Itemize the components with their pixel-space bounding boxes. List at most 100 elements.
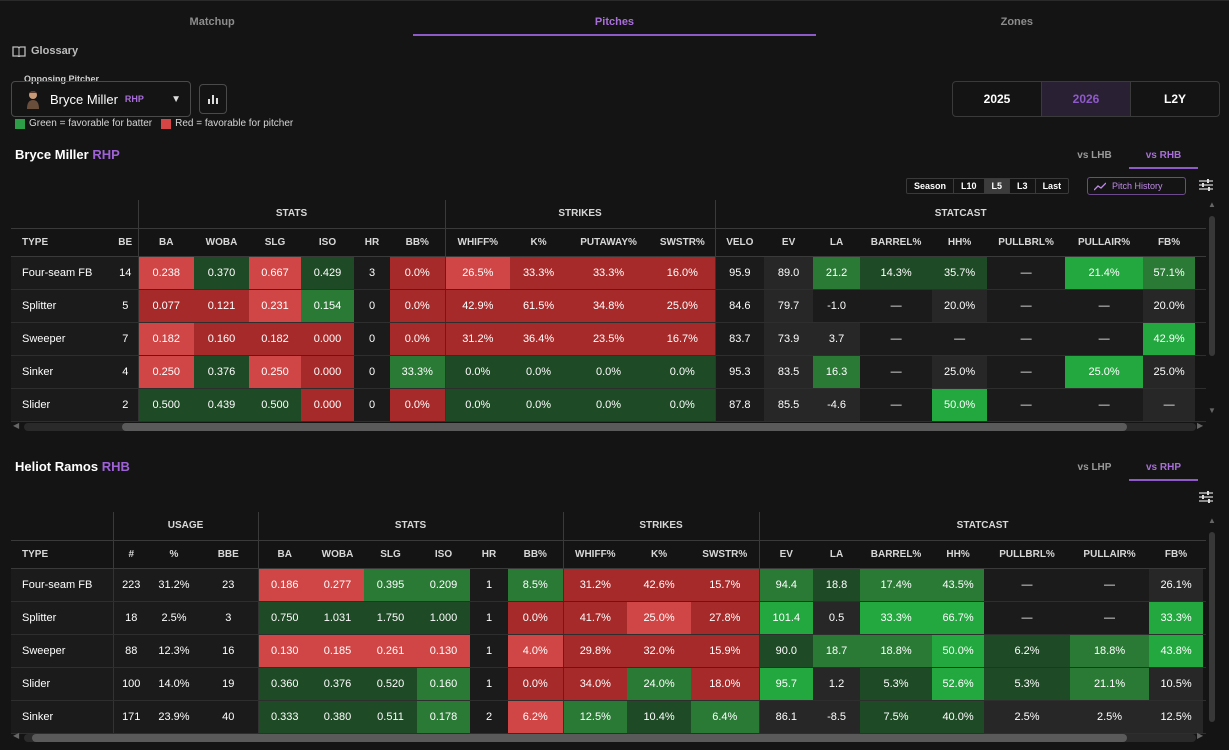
column-header-pullbrl-pct[interactable]: PULLBRL%	[984, 540, 1071, 569]
horizontal-scrollbar[interactable]	[24, 423, 1196, 431]
column-header-bbe[interactable]: BBE	[199, 540, 259, 569]
table-row[interactable]: Splitter 5 0.077 0.121 0.231 0.154 0 0.0% 42.9% 6…	[11, 289, 1206, 323]
table-row[interactable]: Four-seam FB 14 0.238 0.370 0.667 0.429 3 0.0% 2…	[11, 256, 1206, 290]
cell-putaway-pct: 0.0%	[567, 388, 651, 422]
column-header-putaway-pct[interactable]: PUTAWAY%	[567, 228, 651, 257]
column-header-barrel-pct[interactable]: BARREL%	[860, 540, 933, 569]
column-header-la[interactable]: LA	[813, 540, 861, 569]
column-header-swstr-pct[interactable]: SWSTR%	[650, 228, 716, 257]
cell-count: 18	[113, 601, 149, 635]
column-header-be[interactable]: BE	[113, 228, 139, 257]
column-header-fb-pct[interactable]: FB%	[1149, 540, 1204, 569]
scroll-down-icon[interactable]: ▼	[1208, 406, 1216, 415]
split-vs-lhb[interactable]: vs LHB	[1077, 150, 1112, 161]
range-season[interactable]: Season	[907, 179, 955, 193]
cell-woba: 0.121	[194, 289, 249, 323]
table-row[interactable]: Four-seam FB 223 31.2% 23 0.186 0.277 0.395 0.2…	[11, 568, 1206, 602]
column-header-hh-pct[interactable]: HH%	[932, 228, 988, 257]
table-row[interactable]: Sinker 171 23.9% 40 0.333 0.380 0.511 0.178 2 6.2…	[11, 700, 1206, 734]
column-header-velo[interactable]: VELO	[715, 228, 765, 257]
column-header-iso[interactable]: ISO	[417, 540, 470, 569]
sliders-icon[interactable]	[1199, 491, 1213, 503]
column-header-hh-pct[interactable]: HH%	[932, 540, 985, 569]
scroll-left-icon[interactable]: ◀	[13, 421, 20, 430]
range-l10[interactable]: L10	[954, 179, 985, 193]
scroll-up-icon[interactable]: ▲	[1208, 516, 1216, 525]
tab-zones[interactable]: Zones	[1000, 16, 1034, 28]
column-header-k-pct[interactable]: K%	[510, 228, 568, 257]
split-vs-rhp[interactable]: vs RHP	[1129, 460, 1198, 481]
cell-whiff-pct: 41.7%	[563, 601, 628, 635]
table-row[interactable]: Slider 2 0.500 0.439 0.500 0.000 0 0.0% 0.0% 0.0%…	[11, 388, 1206, 422]
cell-bbe: 23	[199, 568, 259, 602]
cell-barrel-pct: 33.3%	[860, 601, 933, 635]
cell-hr: 1	[470, 634, 508, 668]
scroll-left-icon[interactable]: ◀	[13, 731, 20, 740]
table-row[interactable]: Sweeper 7 0.182 0.160 0.182 0.000 0 0.0% 31.2% 36…	[11, 322, 1206, 356]
vertical-scrollbar[interactable]	[1209, 532, 1215, 722]
scroll-right-icon[interactable]: ▶	[1197, 731, 1204, 740]
column-header-count[interactable]: #	[113, 540, 149, 569]
column-header-hr[interactable]: HR	[354, 228, 390, 257]
column-header-ev[interactable]: EV	[759, 540, 814, 569]
tab-matchup[interactable]: Matchup	[189, 16, 235, 28]
table-row[interactable]: Splitter 18 2.5% 3 0.750 1.031 1.750 1.000 1 0.0%…	[11, 601, 1206, 635]
column-header-barrel-pct[interactable]: BARREL%	[860, 228, 933, 257]
year-2025[interactable]: 2025	[953, 82, 1042, 116]
pitch-history-button[interactable]: Pitch History	[1087, 177, 1186, 195]
column-header-la[interactable]: LA	[813, 228, 861, 257]
column-header-k-pct[interactable]: K%	[627, 540, 692, 569]
column-header-whiff-pct[interactable]: WHIFF%	[445, 228, 511, 257]
sliders-icon[interactable]	[1199, 179, 1213, 191]
pitcher-hand: RHP	[124, 94, 144, 104]
split-vs-rhb[interactable]: vs RHB	[1129, 148, 1198, 169]
range-l5[interactable]: L5	[984, 179, 1011, 193]
cell-pullbrl-pct: —	[987, 256, 1066, 290]
column-header-type[interactable]: TYPE	[11, 228, 113, 257]
cell-hh-pct: 25.0%	[932, 355, 988, 389]
column-header-woba[interactable]: WOBA	[194, 228, 249, 257]
column-header-ba[interactable]: BA	[258, 540, 311, 569]
column-header-bb-pct[interactable]: BB%	[390, 228, 446, 257]
column-header-slg[interactable]: SLG	[249, 228, 301, 257]
column-header-type[interactable]: TYPE	[11, 540, 114, 569]
cell-la: -8.5	[813, 700, 861, 734]
scroll-right-icon[interactable]: ▶	[1197, 421, 1204, 430]
cell-hh-pct: 50.0%	[932, 388, 988, 422]
column-header-ev[interactable]: EV	[764, 228, 814, 257]
column-header-pullair-pct[interactable]: PULLAIR%	[1065, 228, 1144, 257]
column-header-pullbrl-pct[interactable]: PULLBRL%	[987, 228, 1066, 257]
column-header-pct[interactable]: %	[149, 540, 199, 569]
column-header-fb-pct[interactable]: FB%	[1143, 228, 1196, 257]
cell-k-pct: 32.0%	[627, 634, 692, 668]
column-header-pullair-pct[interactable]: PULLAIR%	[1070, 540, 1150, 569]
split-vs-lhp[interactable]: vs LHP	[1077, 462, 1112, 473]
bar-chart-icon	[208, 95, 218, 104]
year-2026[interactable]: 2026	[1042, 82, 1131, 116]
vertical-scrollbar[interactable]	[1209, 216, 1215, 356]
horizontal-scrollbar[interactable]	[24, 734, 1196, 742]
column-header-whiff-pct[interactable]: WHIFF%	[563, 540, 628, 569]
range-last[interactable]: Last	[1042, 181, 1062, 191]
column-header-woba[interactable]: WOBA	[311, 540, 364, 569]
column-header-ba[interactable]: BA	[138, 228, 194, 257]
table-row[interactable]: Sinker 4 0.250 0.376 0.250 0.000 0 33.3% 0.0% 0.0…	[11, 355, 1206, 389]
cell-swstr-pct: 16.7%	[650, 322, 716, 356]
column-header-hr[interactable]: HR	[470, 540, 508, 569]
column-header-swstr-pct[interactable]: SWSTR%	[691, 540, 760, 569]
glossary-link[interactable]: Glossary	[12, 45, 78, 57]
chart-button[interactable]	[199, 84, 227, 114]
table-row[interactable]: Slider 100 14.0% 19 0.360 0.376 0.520 0.160 1 0.0…	[11, 667, 1206, 701]
table-row[interactable]: Sweeper 88 12.3% 16 0.130 0.185 0.261 0.130 1 4.0…	[11, 634, 1206, 668]
column-header-blank[interactable]	[1195, 228, 1206, 257]
column-header-slg[interactable]: SLG	[364, 540, 417, 569]
opposing-pitcher-select[interactable]: Bryce Miller RHP ▼	[11, 81, 191, 117]
column-header-bb-pct[interactable]: BB%	[508, 540, 564, 569]
column-header-iso[interactable]: ISO	[301, 228, 354, 257]
column-header-blank[interactable]	[1203, 540, 1206, 569]
range-l3[interactable]: L3	[1010, 179, 1036, 193]
scroll-up-icon[interactable]: ▲	[1208, 200, 1216, 209]
tab-pitches[interactable]: Pitches	[413, 1, 816, 36]
cell-iso: 0.000	[301, 322, 354, 356]
year-l2y[interactable]: L2Y	[1163, 92, 1186, 106]
